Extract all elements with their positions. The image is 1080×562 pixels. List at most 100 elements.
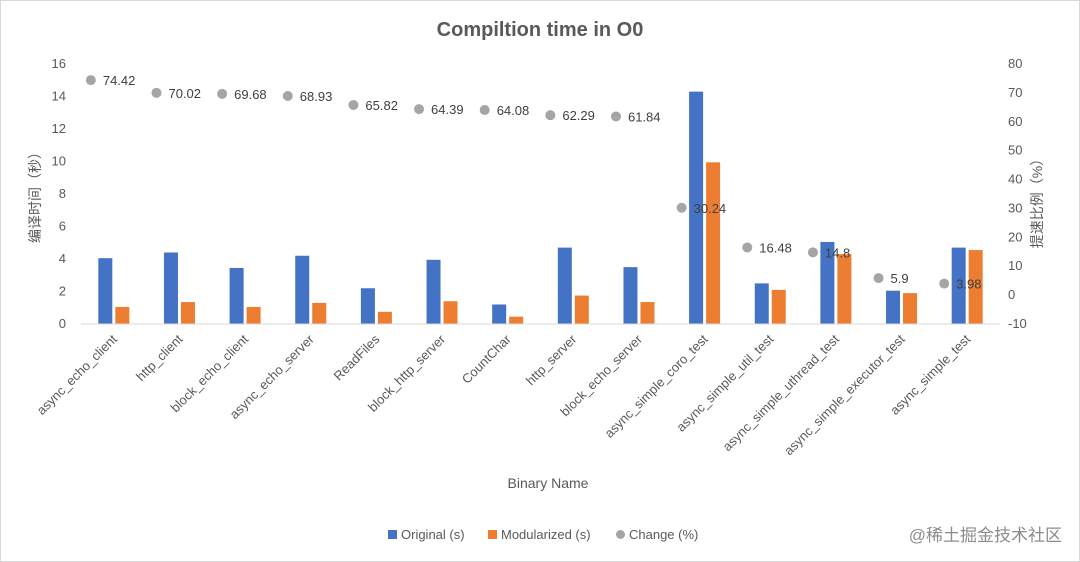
bar-modularized <box>968 250 983 324</box>
bar-modularized <box>903 293 918 324</box>
change-data-label: 64.08 <box>497 103 530 118</box>
bar-original <box>689 91 704 324</box>
bar-original <box>426 259 441 324</box>
y-tick-label: 12 <box>52 121 66 136</box>
bar-modularized <box>574 295 589 324</box>
category-label: ReadFiles <box>331 331 383 383</box>
bar-modularized <box>640 302 655 324</box>
y-tick-label: 8 <box>59 186 66 201</box>
change-data-label: 65.82 <box>365 98 398 113</box>
category-label: http_client <box>133 331 186 384</box>
bar-modularized <box>706 162 721 324</box>
change-point <box>85 75 96 86</box>
bar-modularized <box>246 306 261 324</box>
y2-tick-label: 10 <box>1008 258 1022 273</box>
legend-label: Original (s) <box>401 527 465 542</box>
change-data-label: 5.9 <box>891 271 909 286</box>
y2-tick-label: 40 <box>1008 172 1022 187</box>
change-point <box>873 273 884 284</box>
legend-swatch <box>488 530 497 539</box>
change-point <box>282 90 293 101</box>
y2-tick-label: 80 <box>1008 56 1022 71</box>
change-data-label: 69.68 <box>234 87 267 102</box>
legend-label: Modularized (s) <box>501 527 591 542</box>
y-tick-label: 4 <box>59 251 66 266</box>
bar-original <box>886 290 901 324</box>
change-point <box>676 202 687 213</box>
y2-tick-label: 30 <box>1008 200 1022 215</box>
bar-modularized <box>443 301 458 324</box>
legend-label: Change (%) <box>629 527 698 542</box>
change-data-label: 14.8 <box>825 245 850 260</box>
change-point <box>151 87 162 98</box>
bar-original <box>229 267 244 324</box>
y2-axis-title: 提速比例（%） <box>1029 152 1045 248</box>
category-label: async_simple_uthread_test <box>719 331 842 454</box>
change-point <box>348 99 359 110</box>
bar-modularized <box>312 302 327 324</box>
y-tick-label: 2 <box>59 284 66 299</box>
y2-tick-label: 70 <box>1008 85 1022 100</box>
bar-modularized <box>115 306 130 324</box>
bar-original <box>820 241 835 324</box>
y2-tick-label: 20 <box>1008 229 1022 244</box>
bar-original <box>951 247 966 324</box>
y-tick-label: 6 <box>59 219 66 234</box>
change-point <box>807 247 818 258</box>
y-axis-title: 编译时间（秒） <box>27 145 43 243</box>
bar-original <box>754 283 769 324</box>
y2-tick-label: 50 <box>1008 143 1022 158</box>
bar-original <box>492 304 507 324</box>
y-tick-label: 16 <box>52 56 66 71</box>
bar-modularized <box>377 311 392 324</box>
change-point <box>545 110 556 121</box>
change-point <box>479 104 490 115</box>
chart-title: Compiltion time in O0 <box>437 19 644 41</box>
change-data-label: 16.48 <box>759 241 792 256</box>
bar-original <box>623 267 638 324</box>
legend-swatch <box>388 530 397 539</box>
category-label: http_server <box>523 331 580 388</box>
change-data-label: 68.93 <box>300 89 333 104</box>
change-points: 74.42 70.02 69.68 68.93 65.82 64.39 64.08 62.29… <box>85 73 982 292</box>
change-data-label: 3.98 <box>956 277 981 292</box>
change-point <box>610 111 621 122</box>
change-point <box>742 242 753 253</box>
y2-tick-label: 60 <box>1008 114 1022 129</box>
bars <box>98 91 983 324</box>
bar-original <box>163 252 178 324</box>
bar-original <box>98 258 113 324</box>
y2-axis-ticks: -10 0 10 20 30 40 50 60 70 80 <box>1008 56 1027 331</box>
bar-original <box>295 255 310 324</box>
bar-modularized <box>771 289 786 324</box>
change-point <box>217 88 228 99</box>
x-axis-title: Binary Name <box>508 475 589 491</box>
bar-original <box>557 247 572 324</box>
watermark: @稀土掘金技术社区 <box>909 526 1062 545</box>
change-data-label: 64.39 <box>431 102 464 117</box>
bar-modularized <box>837 254 852 324</box>
change-data-label: 62.29 <box>562 108 595 123</box>
y-axis-ticks: 0 2 4 6 8 10 12 14 16 <box>52 56 66 331</box>
bar-modularized <box>509 316 524 324</box>
y2-tick-label: 0 <box>1008 287 1015 302</box>
bar-original <box>360 288 375 324</box>
y-tick-label: 10 <box>52 154 66 169</box>
y2-tick-label: -10 <box>1008 316 1027 331</box>
change-data-label: 61.84 <box>628 109 661 124</box>
y-tick-label: 0 <box>59 316 66 331</box>
change-point <box>414 104 425 115</box>
change-data-label: 70.02 <box>168 86 201 101</box>
legend: Original (s) Modularized (s) Change (%) <box>388 527 698 542</box>
bar-modularized <box>180 302 195 324</box>
legend-marker <box>616 530 625 539</box>
category-label: CountChar <box>459 331 515 387</box>
change-point <box>939 278 950 289</box>
change-data-label: 74.42 <box>103 73 136 88</box>
x-axis-categories: async_echo_client http_clientblock_echo_c… <box>34 331 974 458</box>
change-data-label: 30.24 <box>694 201 727 216</box>
category-label: async_simple_executor_test <box>781 331 908 458</box>
y-tick-label: 14 <box>52 89 66 104</box>
